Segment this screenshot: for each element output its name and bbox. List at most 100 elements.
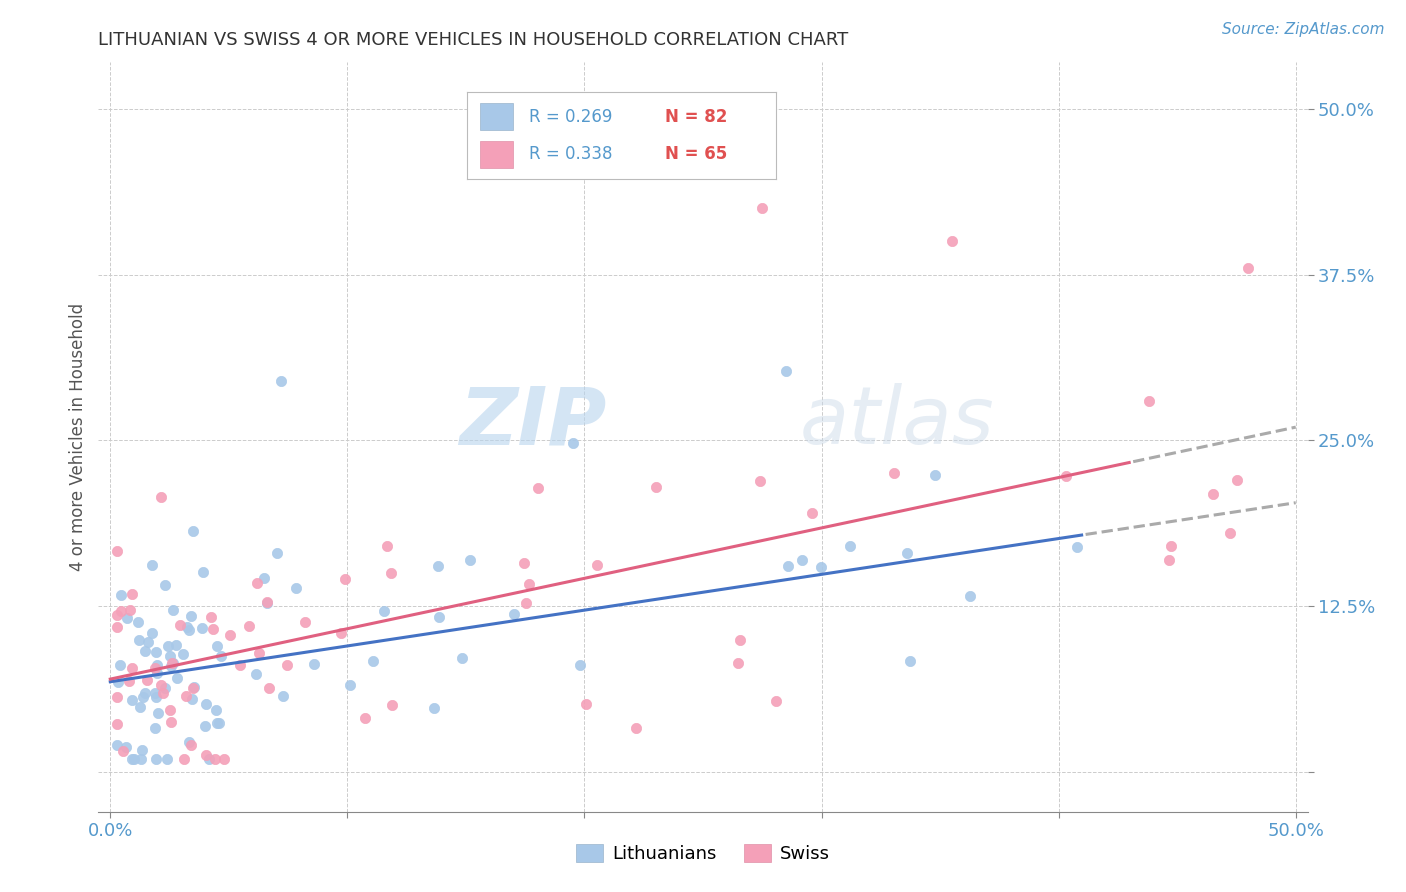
Point bbox=[373, 604, 395, 618]
Point bbox=[148, 706, 170, 721]
Point bbox=[105, 608, 128, 623]
Point bbox=[219, 628, 242, 642]
Point bbox=[302, 657, 325, 671]
Point bbox=[176, 620, 198, 634]
Point bbox=[172, 647, 194, 661]
Point bbox=[134, 644, 156, 658]
Point bbox=[207, 716, 229, 731]
Point bbox=[121, 693, 143, 707]
Point bbox=[177, 735, 200, 749]
Text: atlas: atlas bbox=[800, 383, 994, 461]
Point bbox=[136, 635, 159, 649]
Point bbox=[271, 689, 294, 703]
Point bbox=[380, 566, 402, 581]
Point bbox=[115, 611, 138, 625]
Point bbox=[1160, 540, 1182, 554]
Point bbox=[1219, 526, 1241, 541]
Point bbox=[118, 673, 141, 688]
Point bbox=[460, 553, 482, 567]
Point bbox=[198, 752, 221, 766]
Point bbox=[159, 648, 181, 663]
Point bbox=[159, 703, 181, 717]
Point bbox=[176, 690, 198, 704]
Point bbox=[257, 681, 280, 695]
Point bbox=[181, 681, 204, 696]
Point bbox=[256, 596, 278, 610]
Point bbox=[883, 466, 905, 480]
Point bbox=[131, 690, 153, 704]
Point bbox=[294, 615, 316, 629]
Point bbox=[245, 667, 267, 681]
Point bbox=[1237, 260, 1260, 275]
Point bbox=[561, 436, 583, 450]
Point bbox=[105, 543, 128, 558]
Point bbox=[361, 654, 384, 668]
Point bbox=[246, 576, 269, 591]
Point bbox=[162, 603, 184, 617]
Point bbox=[204, 703, 226, 717]
Point bbox=[429, 610, 451, 624]
Point bbox=[896, 545, 918, 559]
Point bbox=[166, 672, 188, 686]
Point bbox=[285, 581, 308, 595]
Point bbox=[941, 235, 963, 249]
Point bbox=[149, 678, 172, 692]
Point bbox=[134, 686, 156, 700]
Point bbox=[898, 654, 921, 668]
Point bbox=[169, 618, 191, 632]
Point bbox=[270, 374, 292, 388]
Point bbox=[586, 558, 609, 573]
Point bbox=[162, 656, 184, 670]
Point bbox=[209, 649, 232, 664]
Point bbox=[751, 202, 773, 216]
Point bbox=[110, 604, 132, 618]
Point bbox=[145, 645, 167, 659]
Point bbox=[517, 577, 540, 591]
Point bbox=[502, 607, 524, 621]
Point bbox=[122, 752, 145, 766]
Point bbox=[194, 719, 217, 733]
Point bbox=[145, 690, 167, 705]
Point bbox=[128, 632, 150, 647]
Point bbox=[229, 658, 252, 673]
Point bbox=[839, 539, 862, 553]
Point bbox=[183, 680, 205, 694]
Point bbox=[728, 632, 751, 647]
Point bbox=[141, 625, 163, 640]
Point bbox=[515, 596, 537, 610]
Point bbox=[214, 751, 236, 765]
Point bbox=[180, 691, 202, 706]
Point bbox=[143, 721, 166, 735]
Point bbox=[127, 615, 149, 630]
Point bbox=[145, 752, 167, 766]
Point bbox=[156, 752, 179, 766]
Point bbox=[153, 681, 176, 695]
Point bbox=[129, 700, 152, 714]
Point bbox=[205, 639, 228, 653]
Point bbox=[153, 578, 176, 592]
Point bbox=[333, 572, 356, 586]
Point bbox=[180, 608, 202, 623]
Point bbox=[924, 468, 946, 483]
Point bbox=[451, 651, 474, 665]
Point bbox=[181, 524, 204, 539]
Point bbox=[146, 658, 169, 673]
Point bbox=[180, 738, 202, 752]
Point bbox=[195, 697, 218, 711]
Point bbox=[329, 625, 352, 640]
Point bbox=[423, 700, 446, 714]
Point bbox=[160, 659, 183, 673]
Point bbox=[141, 558, 163, 572]
Point bbox=[727, 656, 749, 670]
Point bbox=[527, 481, 550, 495]
Point bbox=[775, 364, 797, 378]
Point bbox=[143, 686, 166, 700]
Point bbox=[110, 588, 132, 602]
Point bbox=[121, 752, 143, 766]
Text: ZIP: ZIP bbox=[458, 383, 606, 461]
Point bbox=[195, 748, 218, 763]
Point bbox=[748, 475, 770, 489]
Point bbox=[118, 603, 141, 617]
Point bbox=[1226, 473, 1249, 487]
Point bbox=[959, 589, 981, 603]
